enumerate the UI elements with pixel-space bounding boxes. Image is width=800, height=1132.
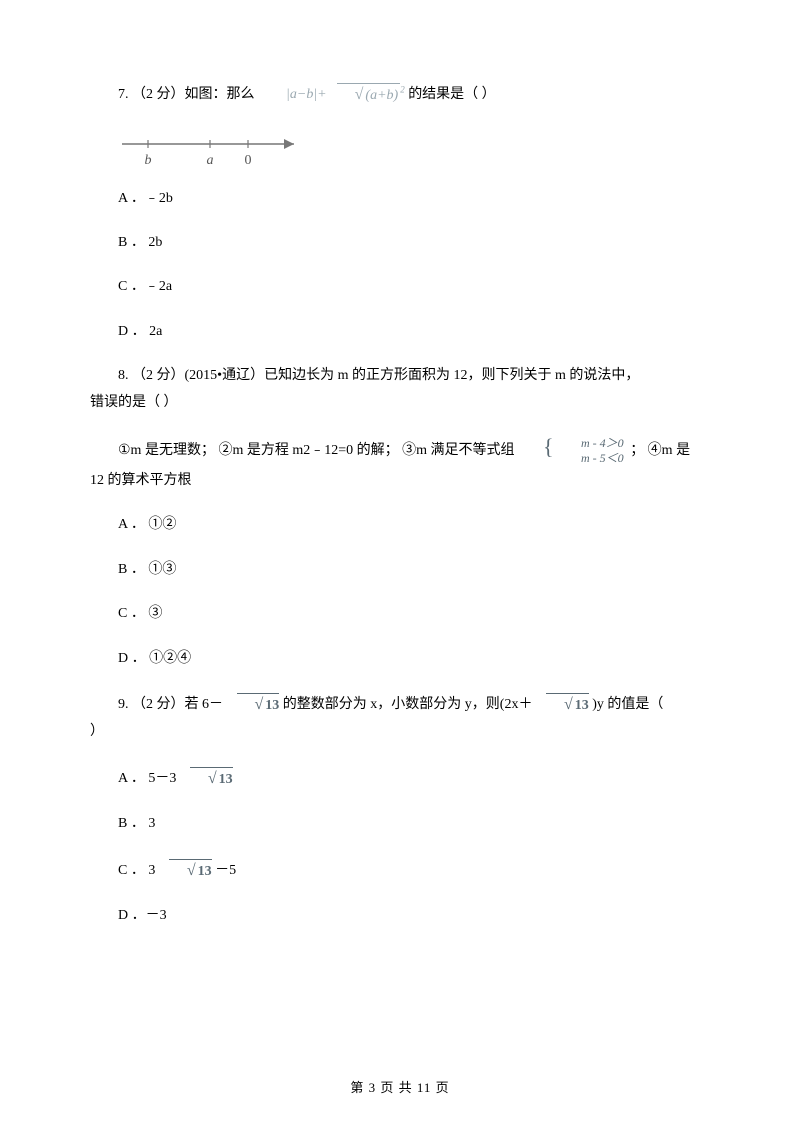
- q7-stem-prefix: 7. （2 分）如图：那么: [118, 87, 258, 102]
- q9-stem-p1: 9. （2 分）若 6－: [118, 697, 227, 712]
- q9-stem-p3: )y 的值是（: [592, 697, 663, 712]
- q7-stem: 7. （2 分）如图：那么 |a−b|+√(a+b)2 的结果是（ ）: [90, 82, 710, 108]
- q8-ineq-top: m - 4＞0: [549, 436, 624, 451]
- svg-text:0: 0: [245, 153, 252, 168]
- q8-stem-line1: 8. （2 分）(2015•通辽）已知边长为 m 的正方形面积为 12，则下列关…: [90, 365, 710, 387]
- q9-stem-p2: 的整数部分为 x，小数部分为 y，则(2x＋: [283, 697, 536, 712]
- q7-option-b: B ． 2b: [90, 232, 710, 254]
- sqrt-13-optC: √13: [159, 858, 212, 884]
- q7-option-c: C ．﹣2a: [90, 276, 710, 298]
- q9-option-c: C ． 3 √13 －5: [90, 858, 710, 884]
- q8-option-c: C ． ③: [90, 603, 710, 625]
- q9-stem: 9. （2 分）若 6－ √13 的整数部分为 x，小数部分为 y，则(2x＋ …: [90, 692, 710, 718]
- sqrt-13-a: √13: [227, 692, 280, 718]
- q7-option-a: A ．﹣2b: [90, 188, 710, 210]
- q8-option-a: A ． ①②: [90, 514, 710, 536]
- q7-number-line: b a 0: [118, 130, 710, 170]
- q9-c-pre: C ． 3: [118, 863, 159, 878]
- q8-stem-line2: 错误的是（ ）: [90, 392, 710, 414]
- svg-text:a: a: [207, 153, 214, 168]
- q9-option-b: B ． 3: [90, 813, 710, 835]
- q9-option-a: A ． 5－3 √13: [90, 766, 710, 792]
- q8-option-d: D ． ①②④: [90, 648, 710, 670]
- q9-stem-close: ）: [90, 721, 710, 743]
- q9-c-post: －5: [215, 863, 236, 878]
- q8-stmt-line2: 12 的算术平方根: [90, 470, 710, 492]
- q7-option-d: D ． 2a: [90, 321, 710, 343]
- q8-ineq-bot: m - 5＜0: [549, 451, 624, 466]
- q9-a-pre: A ． 5－3: [118, 771, 180, 786]
- page-content: 7. （2 分）如图：那么 |a−b|+√(a+b)2 的结果是（ ） b a …: [0, 0, 800, 990]
- q8-option-b: B ． ①③: [90, 559, 710, 581]
- q8-inequality-system: { m - 4＞0 m - 5＜0: [521, 436, 624, 466]
- q8-statements: ①m 是无理数； ②m 是方程 m2﹣12=0 的解； ③m 满足不等式组 { …: [90, 436, 710, 466]
- q7-expression: |a−b|+√(a+b)2: [258, 82, 405, 108]
- q8-stmt-prefix: ①m 是无理数； ②m 是方程 m2﹣12=0 的解； ③m 满足不等式组: [118, 443, 515, 458]
- sqrt-13-b: √13: [536, 692, 589, 718]
- q7-stem-suffix: 的结果是（ ）: [408, 87, 496, 102]
- sqrt-13-optA: √13: [180, 766, 233, 792]
- q8-stmt-suffix-a: ； ④m 是: [630, 443, 690, 458]
- q9-option-d: D ．－3: [90, 905, 710, 927]
- page-footer: 第 3 页 共 11 页: [0, 1077, 800, 1096]
- number-line-svg: b a 0: [118, 130, 308, 170]
- svg-text:b: b: [145, 153, 152, 168]
